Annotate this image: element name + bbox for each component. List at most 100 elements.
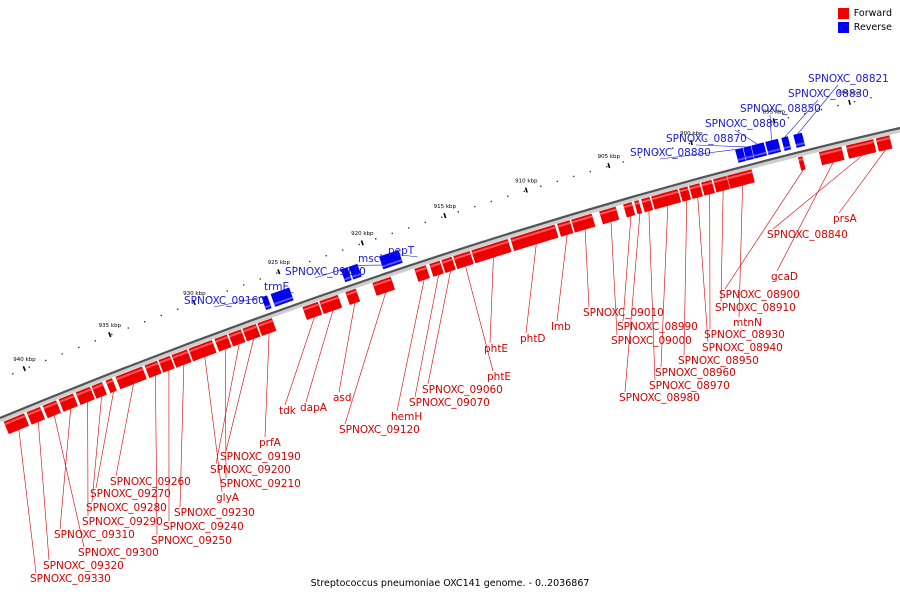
- gene-label-spnoxc-08840[interactable]: SPNOXC_08840: [767, 229, 848, 241]
- gene-label-mscl[interactable]: mscL: [358, 253, 385, 265]
- gene-spnoxc-09120[interactable]: [372, 276, 396, 296]
- gene-label-spnoxc-08950[interactable]: SPNOXC_08950: [678, 355, 759, 367]
- gene-tdk[interactable]: [302, 301, 323, 320]
- gene-label-spnoxc-09300[interactable]: SPNOXC_09300: [78, 547, 159, 559]
- gene-label-spnoxc-09330[interactable]: SPNOXC_09330: [30, 573, 111, 585]
- gene-label-spnoxc-09010[interactable]: SPNOXC_09010: [583, 307, 664, 319]
- gene-label-spnoxc-09260[interactable]: SPNOXC_09260: [110, 476, 191, 488]
- gene-arrow[interactable]: [623, 201, 636, 218]
- gene-arrow[interactable]: [75, 386, 95, 406]
- gene-arrow[interactable]: [372, 276, 396, 296]
- gene-arrow[interactable]: [599, 206, 620, 225]
- gene-spnoxc-08850[interactable]: [765, 138, 782, 156]
- gene-spnoxc-09260[interactable]: [115, 366, 147, 390]
- gene-arrow[interactable]: [270, 287, 294, 307]
- gene-label-spnoxc-09320[interactable]: SPNOXC_09320: [43, 560, 124, 572]
- gene-arrow[interactable]: [171, 349, 192, 368]
- gene-trme[interactable]: [270, 287, 294, 307]
- gene-label-spnoxc-08850[interactable]: SPNOXC_08850: [740, 103, 821, 115]
- gene-label-spnoxc-09280[interactable]: SPNOXC_09280: [86, 502, 167, 514]
- gene-arrow[interactable]: [414, 265, 430, 282]
- gene-label-gcad[interactable]: gcaD: [771, 271, 798, 283]
- gene-arrow[interactable]: [228, 329, 246, 347]
- gene-phte[interactable]: [453, 250, 474, 270]
- gene-spnoxc-09240[interactable]: [158, 355, 175, 373]
- gene-label-phte[interactable]: phtE: [487, 371, 511, 383]
- gene-label-spnoxc-08830[interactable]: SPNOXC_08830: [788, 88, 869, 100]
- gene-arrow[interactable]: [115, 366, 147, 390]
- gene-phtd[interactable]: [510, 224, 559, 252]
- gene-spnoxc-08960[interactable]: [651, 189, 682, 210]
- gene-spnoxc-09070[interactable]: [429, 260, 444, 277]
- gene-arrow[interactable]: [3, 413, 30, 435]
- gene-label-spnoxc-08860[interactable]: SPNOXC_08860: [705, 118, 786, 130]
- gene-arrow[interactable]: [42, 400, 62, 419]
- gene-spnoxc-08930[interactable]: [700, 179, 716, 196]
- gene-label-glya[interactable]: glyA: [216, 492, 240, 504]
- gene-dapa[interactable]: [319, 294, 343, 315]
- gene-spnoxc-09290[interactable]: [75, 386, 95, 406]
- gene-label-asd[interactable]: asd: [333, 392, 352, 404]
- gene-label-phtd[interactable]: phtD: [520, 333, 546, 345]
- gene-label-spnoxc-08930[interactable]: SPNOXC_08930: [704, 329, 785, 341]
- gene-spnoxc-09250[interactable]: [144, 360, 162, 379]
- gene-arrow[interactable]: [793, 132, 806, 148]
- gene-arrow[interactable]: [818, 146, 845, 166]
- gene-arrow[interactable]: [242, 323, 261, 342]
- gene-arrow[interactable]: [651, 189, 682, 210]
- gene-spnoxc-09190[interactable]: [242, 323, 261, 342]
- gene-spnoxc-09060[interactable]: [441, 256, 456, 274]
- gene-label-phte[interactable]: phtE: [484, 343, 508, 355]
- gene-arrow[interactable]: [700, 179, 716, 196]
- gene-arrow[interactable]: [726, 169, 755, 189]
- gene-label-spnoxc-08910[interactable]: SPNOXC_08910: [715, 302, 796, 314]
- gene-arrow[interactable]: [688, 183, 704, 200]
- gene-arrow[interactable]: [302, 301, 323, 320]
- gene-hemh[interactable]: [414, 265, 430, 282]
- gene-spnoxc-09300[interactable]: [42, 400, 62, 419]
- gene-arrow[interactable]: [743, 145, 755, 161]
- gene-arrow[interactable]: [765, 138, 782, 156]
- gene-spnoxc-08900[interactable]: [797, 156, 806, 171]
- gene-arrow[interactable]: [105, 378, 117, 394]
- gene-mscl[interactable]: [348, 263, 362, 280]
- gene-arrow[interactable]: [345, 288, 361, 306]
- gene-spnoxc-09270[interactable]: [105, 378, 117, 394]
- gene-arrow[interactable]: [378, 249, 403, 270]
- gene-label-spnoxc-08870[interactable]: SPNOXC_08870: [666, 133, 747, 145]
- gene-label-lmb[interactable]: lmb: [551, 321, 571, 333]
- gene-label-spnoxc-08880[interactable]: SPNOXC_08880: [630, 147, 711, 159]
- gene-label-prsa[interactable]: prsA: [833, 213, 857, 225]
- gene-pept[interactable]: [378, 249, 403, 270]
- gene-prfa[interactable]: [257, 318, 277, 337]
- gene-phte[interactable]: [471, 238, 512, 264]
- gene-label-trme[interactable]: trmE: [264, 281, 289, 293]
- gene-asd[interactable]: [345, 288, 361, 306]
- gene-arrow[interactable]: [214, 334, 232, 352]
- gene-label-spnoxc-08960[interactable]: SPNOXC_08960: [655, 367, 736, 379]
- gene-arrow[interactable]: [441, 256, 456, 274]
- gene-arrow[interactable]: [319, 294, 343, 315]
- gene-spnoxc-08840[interactable]: [845, 139, 877, 159]
- gene-spnoxc-09210[interactable]: [214, 334, 232, 352]
- gene-gcad[interactable]: [818, 146, 845, 166]
- gene-arrow[interactable]: [781, 136, 792, 152]
- gene-label-spnoxc-09250[interactable]: SPNOXC_09250: [151, 535, 232, 547]
- gene-label-spnoxc-09120[interactable]: SPNOXC_09120: [339, 424, 420, 436]
- gene-spnoxc-09200[interactable]: [228, 329, 246, 347]
- gene-label-spnoxc-09000[interactable]: SPNOXC_09000: [611, 335, 692, 347]
- gene-arrow[interactable]: [144, 360, 162, 379]
- gene-spnoxc-08950[interactable]: [678, 186, 692, 202]
- gene-label-spnoxc-08980[interactable]: SPNOXC_08980: [619, 392, 700, 404]
- gene-spnoxc-08870[interactable]: [743, 145, 755, 161]
- gene-arrow[interactable]: [26, 406, 46, 425]
- gene-label-spnoxc-09210[interactable]: SPNOXC_09210: [220, 478, 301, 490]
- gene-lmb[interactable]: [557, 220, 574, 237]
- gene-label-spnoxc-09200[interactable]: SPNOXC_09200: [210, 464, 291, 476]
- gene-spnoxc-09310[interactable]: [58, 393, 79, 412]
- gene-label-spnoxc-09070[interactable]: SPNOXC_09070: [409, 397, 490, 409]
- gene-mtnn[interactable]: [726, 169, 755, 189]
- gene-arrow[interactable]: [58, 393, 79, 412]
- gene-arrow[interactable]: [471, 238, 512, 264]
- gene-label-spnoxc-09160[interactable]: SPNOXC_09160: [184, 295, 265, 307]
